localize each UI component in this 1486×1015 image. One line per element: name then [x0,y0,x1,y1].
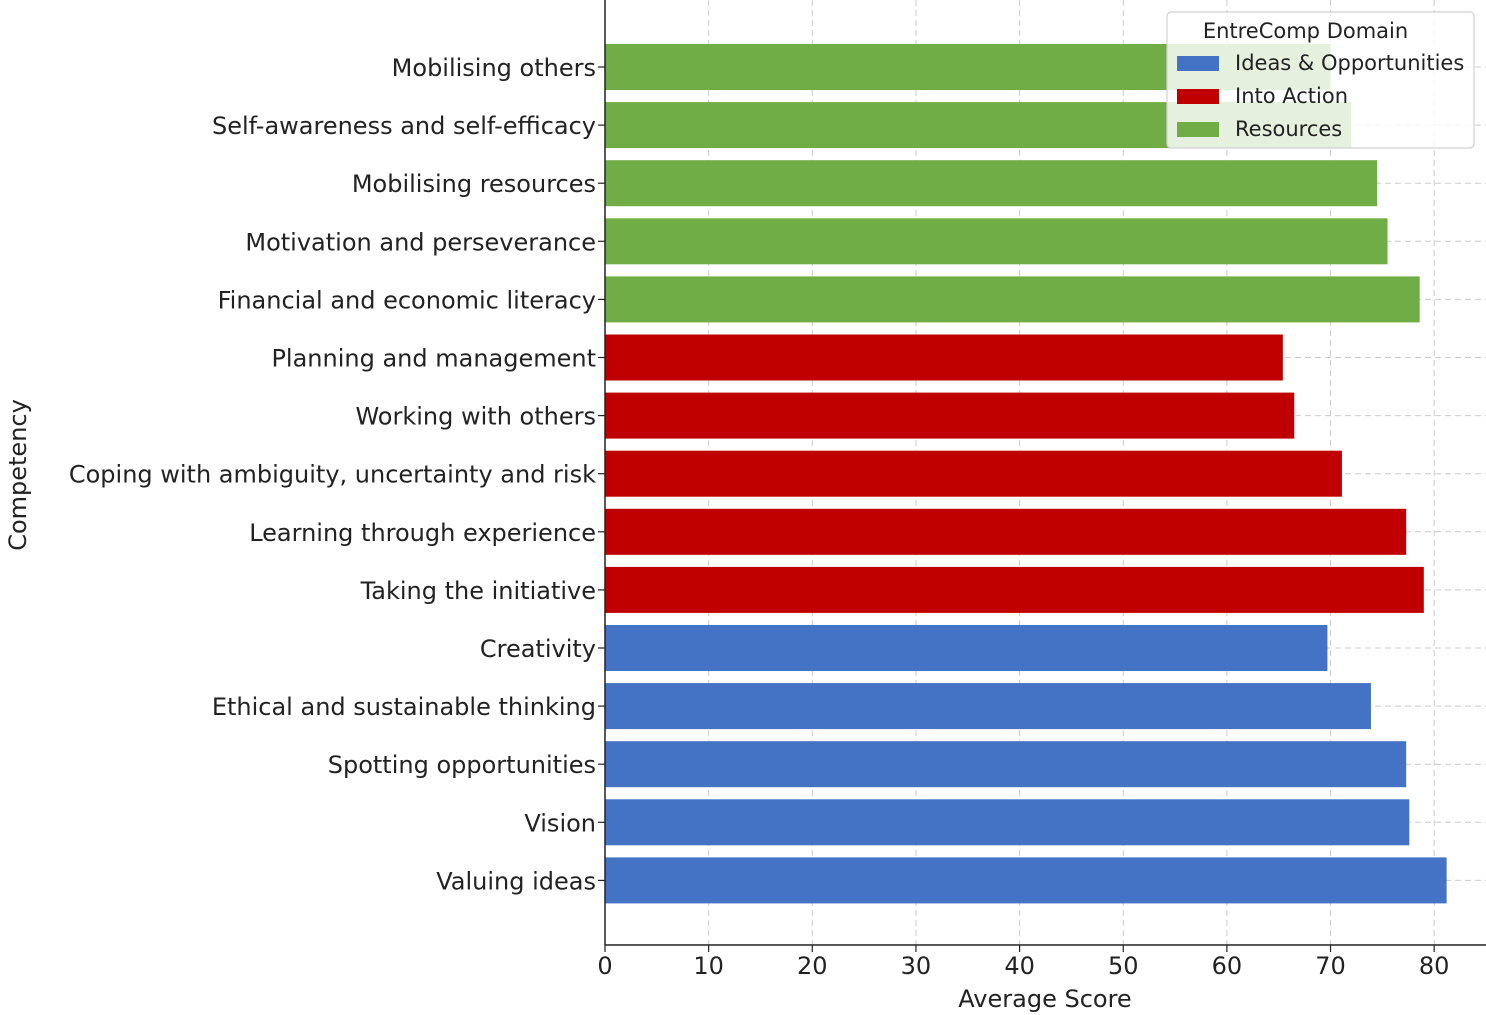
y-tick-label-self-awareness-and-self-efficacy: Self-awareness and self-efficacy [212,112,596,140]
legend-title: EntreComp Domain [1203,19,1408,43]
legend-swatch-ideas-opportunities [1177,56,1219,71]
bar-financial-and-economic-literacy [605,276,1420,323]
ticks: 0 10 20 30 40 50 60 70 80 Mobilising others Self-a… [69,54,1450,980]
legend: EntreComp Domain Ideas & Opportunities Int… [1166,11,1475,149]
y-tick-label-coping-with-ambiguity-uncertainty-and-risk: Coping with ambiguity, uncertainty and r… [69,461,596,489]
bar-ethical-and-sustainable-thinking [605,683,1371,730]
bars [605,44,1447,904]
y-tick-label-financial-and-economic-literacy: Financial and economic literacy [218,286,596,314]
legend-entry-resources: Resources [1235,117,1342,141]
bar-coping-with-ambiguity-uncertainty-and-risk [605,450,1342,497]
bar-spotting-opportunities [605,741,1407,788]
x-tick-label: 40 [1004,952,1035,980]
y-tick-label-working-with-others: Working with others [355,403,596,431]
y-tick-label-creativity: Creativity [480,635,596,663]
x-tick-label: 50 [1108,952,1139,980]
legend-entry-ideas-opportunities: Ideas & Opportunities [1235,51,1464,75]
bar-mobilising-resources [605,160,1378,207]
y-tick-label-ethical-and-sustainable-thinking: Ethical and sustainable thinking [212,693,596,721]
y-tick-label-mobilising-resources: Mobilising resources [352,170,596,198]
legend-swatch-resources [1177,122,1219,137]
bar-learning-through-experience [605,508,1407,555]
x-tick-label: 10 [693,952,724,980]
legend-box [1166,11,1475,149]
y-axis-label: Competency [4,399,32,551]
axes [604,0,1486,946]
x-tick-label: 0 [597,952,612,980]
legend-swatch-into-action [1177,89,1219,104]
y-tick-label-planning-and-management: Planning and management [271,345,596,373]
bar-vision [605,799,1410,846]
bar-taking-the-initiative [605,566,1424,613]
x-tick-label: 30 [901,952,932,980]
y-tick-label-motivation-and-perseverance: Motivation and perseverance [245,228,596,256]
bar-motivation-and-perseverance [605,218,1388,265]
y-tick-label-spotting-opportunities: Spotting opportunities [328,751,596,779]
y-tick-label-learning-through-experience: Learning through experience [249,519,596,547]
y-tick-label-valuing-ideas: Valuing ideas [436,867,596,895]
x-tick-label: 80 [1419,952,1450,980]
y-tick-label-taking-the-initiative: Taking the initiative [360,577,596,605]
y-tick-label-mobilising-others: Mobilising others [392,54,596,82]
bar-working-with-others [605,392,1295,439]
bar-planning-and-management [605,334,1283,381]
y-tick-label-vision: Vision [524,809,596,837]
bar-creativity [605,625,1328,671]
bar-valuing-ideas [605,857,1447,904]
legend-entry-into-action: Into Action [1235,84,1348,108]
x-tick-label: 20 [797,952,828,980]
x-tick-label: 70 [1315,952,1346,980]
x-tick-label: 60 [1212,952,1243,980]
x-axis-label: Average Score [958,985,1131,1013]
